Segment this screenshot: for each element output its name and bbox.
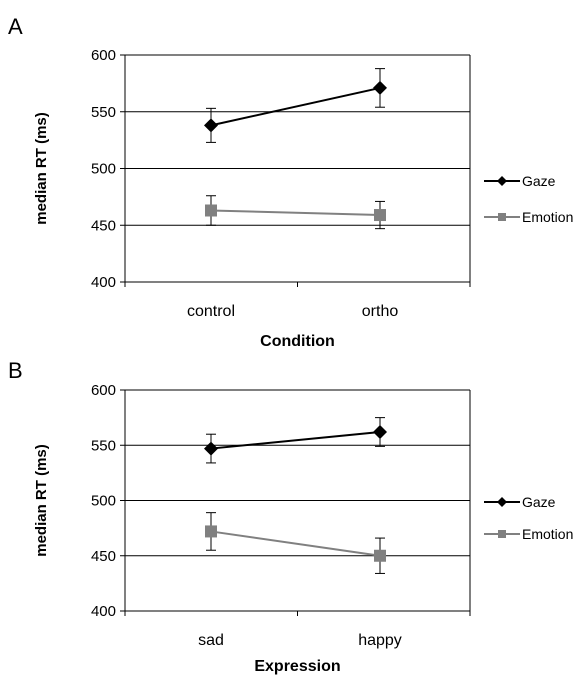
x-axis-title: Condition [260, 333, 335, 350]
chart-panel-a: A 400 450 500 550 600 control ortho Condition med… [8, 14, 573, 350]
legend-label-gaze: Gaze [522, 173, 556, 189]
gaze-data-point [204, 118, 218, 133]
legend-label-emotion: Emotion [522, 526, 573, 542]
y-tick-label: 600 [91, 382, 116, 399]
panel-label-a: A [8, 14, 23, 39]
gaze-series-line [210, 430, 381, 450]
y-tick-label: 500 [91, 161, 116, 178]
x-category-label: happy [358, 632, 402, 649]
legend-marker-gaze [497, 497, 507, 507]
gaze-data-point [373, 424, 387, 439]
y-tick-label: 450 [91, 548, 116, 565]
y-tick-label: 400 [91, 603, 116, 620]
emotion-data-point [205, 204, 217, 217]
y-axis-title: median RT (ms) [33, 112, 50, 225]
chart-panel-b: B 400 450 500 550 600 sad happy Expression median… [8, 358, 573, 675]
emotion-series-line [210, 530, 381, 557]
x-axis-title: Expression [254, 658, 340, 675]
emotion-data-point [374, 209, 386, 222]
y-tick-label: 450 [91, 217, 116, 234]
panel-label-b: B [8, 358, 23, 383]
gaze-data-point [204, 441, 218, 456]
x-category-label: control [187, 303, 235, 320]
y-tick-label: 550 [91, 104, 116, 121]
gaze-data-point [373, 80, 387, 95]
x-category-label: ortho [362, 303, 399, 320]
y-tick-label: 400 [91, 274, 116, 291]
y-tick-label: 500 [91, 493, 116, 510]
y-tick-label: 550 [91, 437, 116, 454]
emotion-data-point [374, 549, 386, 562]
legend-marker-emotion [498, 213, 506, 221]
legend-marker-gaze [497, 176, 507, 186]
y-axis-title: median RT (ms) [33, 444, 50, 557]
y-tick-label: 600 [91, 47, 116, 64]
emotion-data-point [205, 525, 217, 538]
legend-label-emotion: Emotion [522, 209, 573, 225]
legend-marker-emotion [498, 530, 506, 538]
legend-label-gaze: Gaze [522, 494, 556, 510]
x-category-label: sad [198, 632, 224, 649]
gaze-series-line [210, 86, 381, 127]
emotion-series-line [210, 209, 381, 217]
